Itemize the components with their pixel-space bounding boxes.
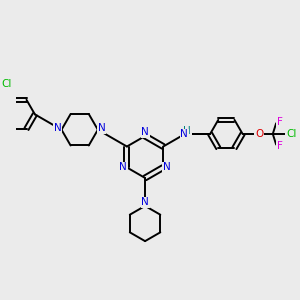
Text: O: O — [255, 129, 263, 139]
Text: N: N — [180, 130, 188, 140]
Text: N: N — [119, 163, 127, 172]
Text: F: F — [277, 117, 283, 127]
Text: H: H — [183, 126, 191, 136]
Text: N: N — [54, 123, 61, 133]
Text: N: N — [141, 128, 149, 137]
Text: N: N — [98, 123, 106, 133]
Text: N: N — [141, 197, 149, 207]
Text: F: F — [277, 141, 283, 151]
Text: Cl: Cl — [1, 79, 11, 89]
Text: N: N — [163, 163, 171, 172]
Text: Cl: Cl — [286, 129, 296, 139]
